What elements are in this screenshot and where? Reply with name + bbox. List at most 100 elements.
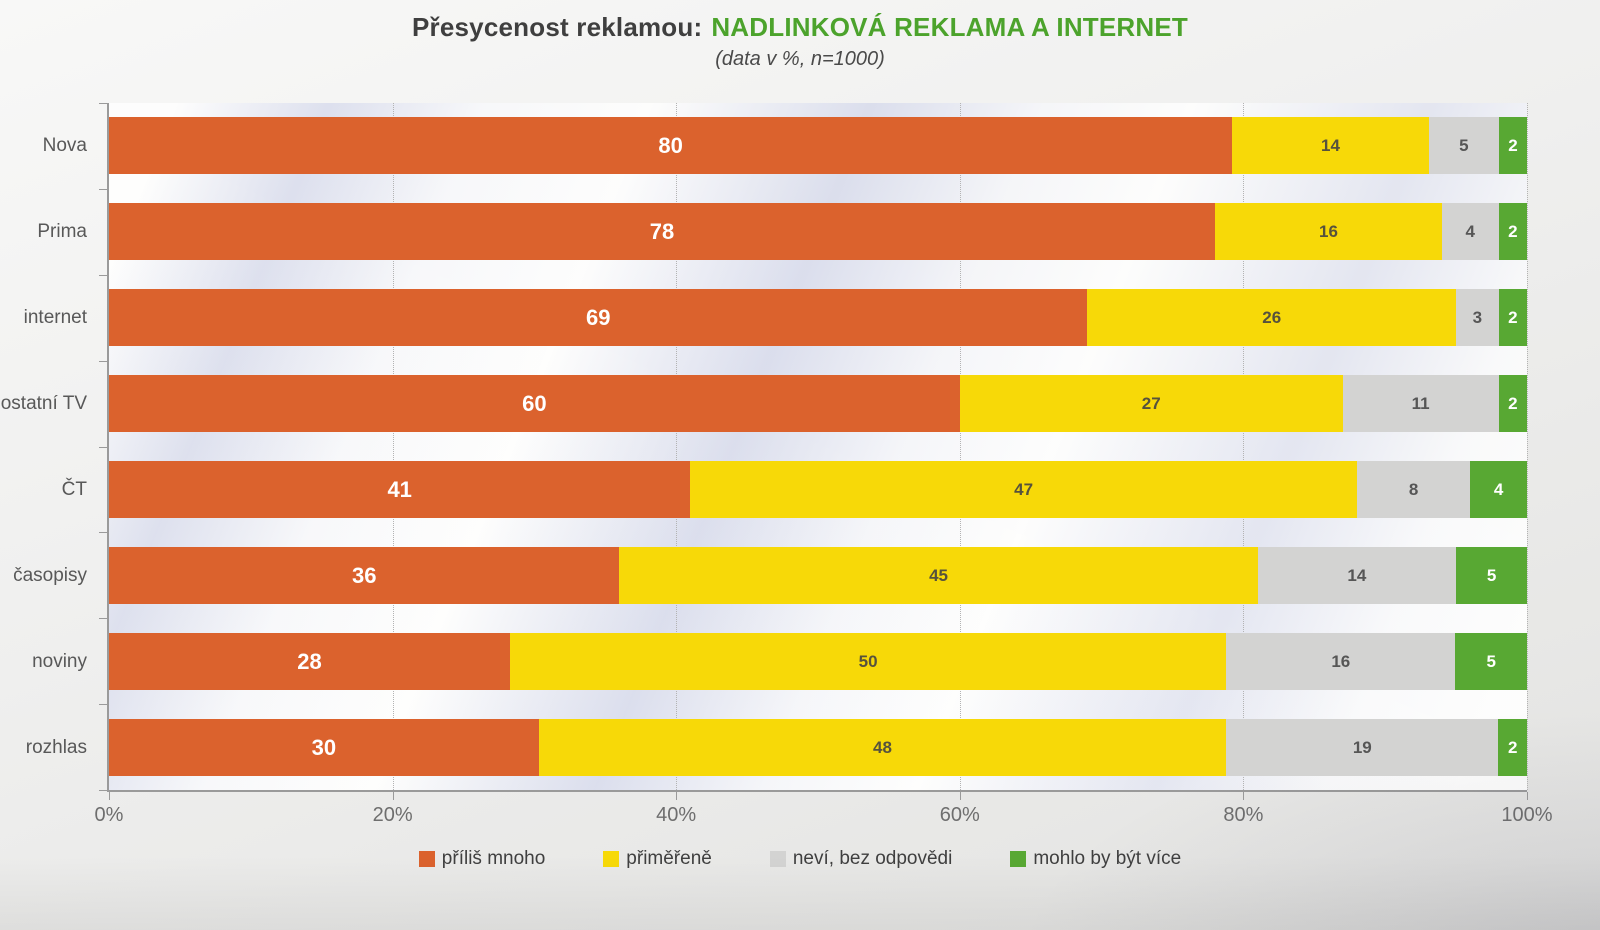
bar-row-Prima: 78 16 4 2	[109, 203, 1527, 260]
bar-value-label: 41	[387, 476, 412, 502]
bar-value-label: 2	[1508, 393, 1518, 413]
x-axis-tick	[959, 792, 961, 800]
category-label: noviny	[32, 650, 87, 672]
category-label: rozhlas	[25, 736, 87, 758]
x-axis-label: 100%	[1501, 804, 1553, 826]
x-axis-label: 40%	[656, 804, 697, 826]
bar-segment: 8	[1356, 461, 1471, 518]
category-label: ČT	[61, 478, 87, 500]
bar-value-label: 36	[352, 562, 377, 588]
bar-segment: 5	[1428, 117, 1499, 174]
category-label: Nova	[42, 134, 87, 156]
bar-value-label: 45	[929, 565, 948, 585]
bar-segment: 27	[959, 375, 1343, 432]
legend-swatch-icon	[418, 851, 435, 867]
bar-value-label: 5	[1459, 135, 1469, 155]
x-axis-label: 80%	[1223, 804, 1264, 826]
bar-row-noviny: 28 50 16 5	[109, 633, 1527, 690]
legend-item: přiměřeně	[603, 848, 712, 870]
bar-segment: 47	[690, 461, 1357, 518]
bar-value-label: 28	[297, 648, 322, 674]
bar-segment: 14	[1232, 117, 1429, 174]
bar-segment: 4	[1470, 461, 1527, 518]
bar-segment: 45	[619, 547, 1258, 604]
bar-segment: 11	[1342, 375, 1499, 432]
legend-label: neví, bez odpovědi	[792, 848, 953, 869]
bar-value-label: 2	[1508, 307, 1518, 327]
bar-segment: 60	[109, 375, 960, 432]
bar-value-label: 19	[1352, 737, 1372, 757]
y-axis-tick	[99, 103, 108, 104]
category-label: časopisy	[13, 564, 87, 586]
bar-segment: 78	[109, 203, 1216, 260]
bar-segment: 3	[1456, 289, 1499, 346]
x-axis-label: 20%	[372, 804, 413, 826]
chart-title-prefix: Přesycenost reklamou:	[412, 12, 703, 42]
bar-segment: 5	[1455, 633, 1527, 690]
bar-value-label: 2	[1508, 221, 1518, 241]
y-axis-tick	[99, 274, 108, 276]
legend: příliš mnoho přiměřeně neví, bez odpovědi m…	[0, 848, 1600, 870]
legend-item: mohlo by být více	[1010, 848, 1181, 870]
bar-row-časopisy: 36 45 14 5	[109, 547, 1527, 604]
y-axis-tick	[99, 704, 108, 706]
x-axis-label: 0%	[94, 804, 124, 826]
bar-row-Nova: 80 14 5 2	[109, 117, 1527, 174]
bar-value-label: 60	[522, 390, 547, 416]
bar-value-label: 4	[1465, 221, 1476, 241]
bar-value-label: 11	[1411, 393, 1430, 413]
bar-value-label: 2	[1507, 737, 1518, 757]
bar-segment: 2	[1498, 719, 1527, 776]
bar-segment: 5	[1456, 547, 1527, 604]
legend-item: neví, bez odpovědi	[769, 848, 953, 870]
y-axis-tick	[99, 790, 108, 791]
chart-subtitle: (data v %, n=1000)	[715, 48, 885, 70]
bar-value-label: 5	[1486, 651, 1496, 671]
bar-value-label: 16	[1331, 651, 1351, 671]
category-label: internet	[23, 306, 87, 328]
bar-segment: 2	[1498, 117, 1527, 174]
bar-value-label: 16	[1319, 221, 1338, 241]
bar-segment: 41	[109, 461, 691, 518]
bar-value-label: 69	[585, 304, 611, 330]
y-axis-tick	[99, 532, 108, 534]
y-axis-tick	[99, 618, 108, 620]
plot-area: 80 14 5 2 78 16 4 2 69 26 3 2 60 27 11 2 41 47 8 4 36 45 14 5 28…	[95, 103, 1553, 826]
x-axis-tick	[392, 792, 394, 800]
bar-row-internet: 69 26 3 2	[109, 289, 1528, 346]
bar-value-label: 80	[658, 132, 683, 158]
bar-row-ČT: 41 47 8 4	[109, 461, 1527, 518]
bar-value-label: 78	[649, 218, 675, 244]
bar-value-label: 48	[873, 737, 892, 757]
x-axis-tick	[676, 792, 678, 800]
bar-segment: 19	[1226, 719, 1499, 776]
bar-value-label: 4	[1493, 479, 1504, 499]
bar-value-label: 5	[1486, 565, 1497, 585]
category-label: ostatní TV	[0, 392, 87, 414]
legend-label: mohlo by být více	[1033, 848, 1182, 869]
chart-title: Přesycenost reklamou: NADLINKOVÁ REKLAMA …	[0, 12, 1600, 43]
bar-value-label: 47	[1014, 479, 1034, 499]
bar-value-label: 50	[858, 651, 878, 671]
bar-value-label: 30	[311, 734, 337, 760]
bar-segment: 2	[1498, 203, 1527, 260]
category-label: Prima	[37, 220, 87, 242]
bar-segment: 30	[109, 719, 539, 776]
bar-segment: 16	[1226, 633, 1456, 690]
x-axis-tick	[1527, 792, 1528, 800]
plot-rows: 80 14 5 2 78 16 4 2 69 26 3 2 60 27 11 2 41 47 8 4 36 45 14 5 28…	[109, 103, 1528, 790]
bar-segment: 2	[1498, 375, 1527, 432]
bar-row-rozhlas: 30 48 19 2	[109, 719, 1527, 776]
bar-segment: 69	[109, 289, 1088, 346]
bar-segment: 2	[1498, 289, 1528, 346]
y-axis-tick	[99, 360, 108, 362]
legend-swatch-icon	[769, 851, 786, 867]
bar-segment: 36	[109, 547, 620, 604]
bar-row-ostatní TV: 60 27 11 2	[109, 375, 1527, 432]
y-axis-tick	[99, 188, 108, 190]
bar-segment: 50	[510, 633, 1227, 690]
bar-value-label: 8	[1408, 479, 1419, 499]
chart-title-highlight: NADLINKOVÁ REKLAMA A INTERNET	[711, 12, 1188, 42]
bar-value-label: 14	[1320, 135, 1340, 155]
